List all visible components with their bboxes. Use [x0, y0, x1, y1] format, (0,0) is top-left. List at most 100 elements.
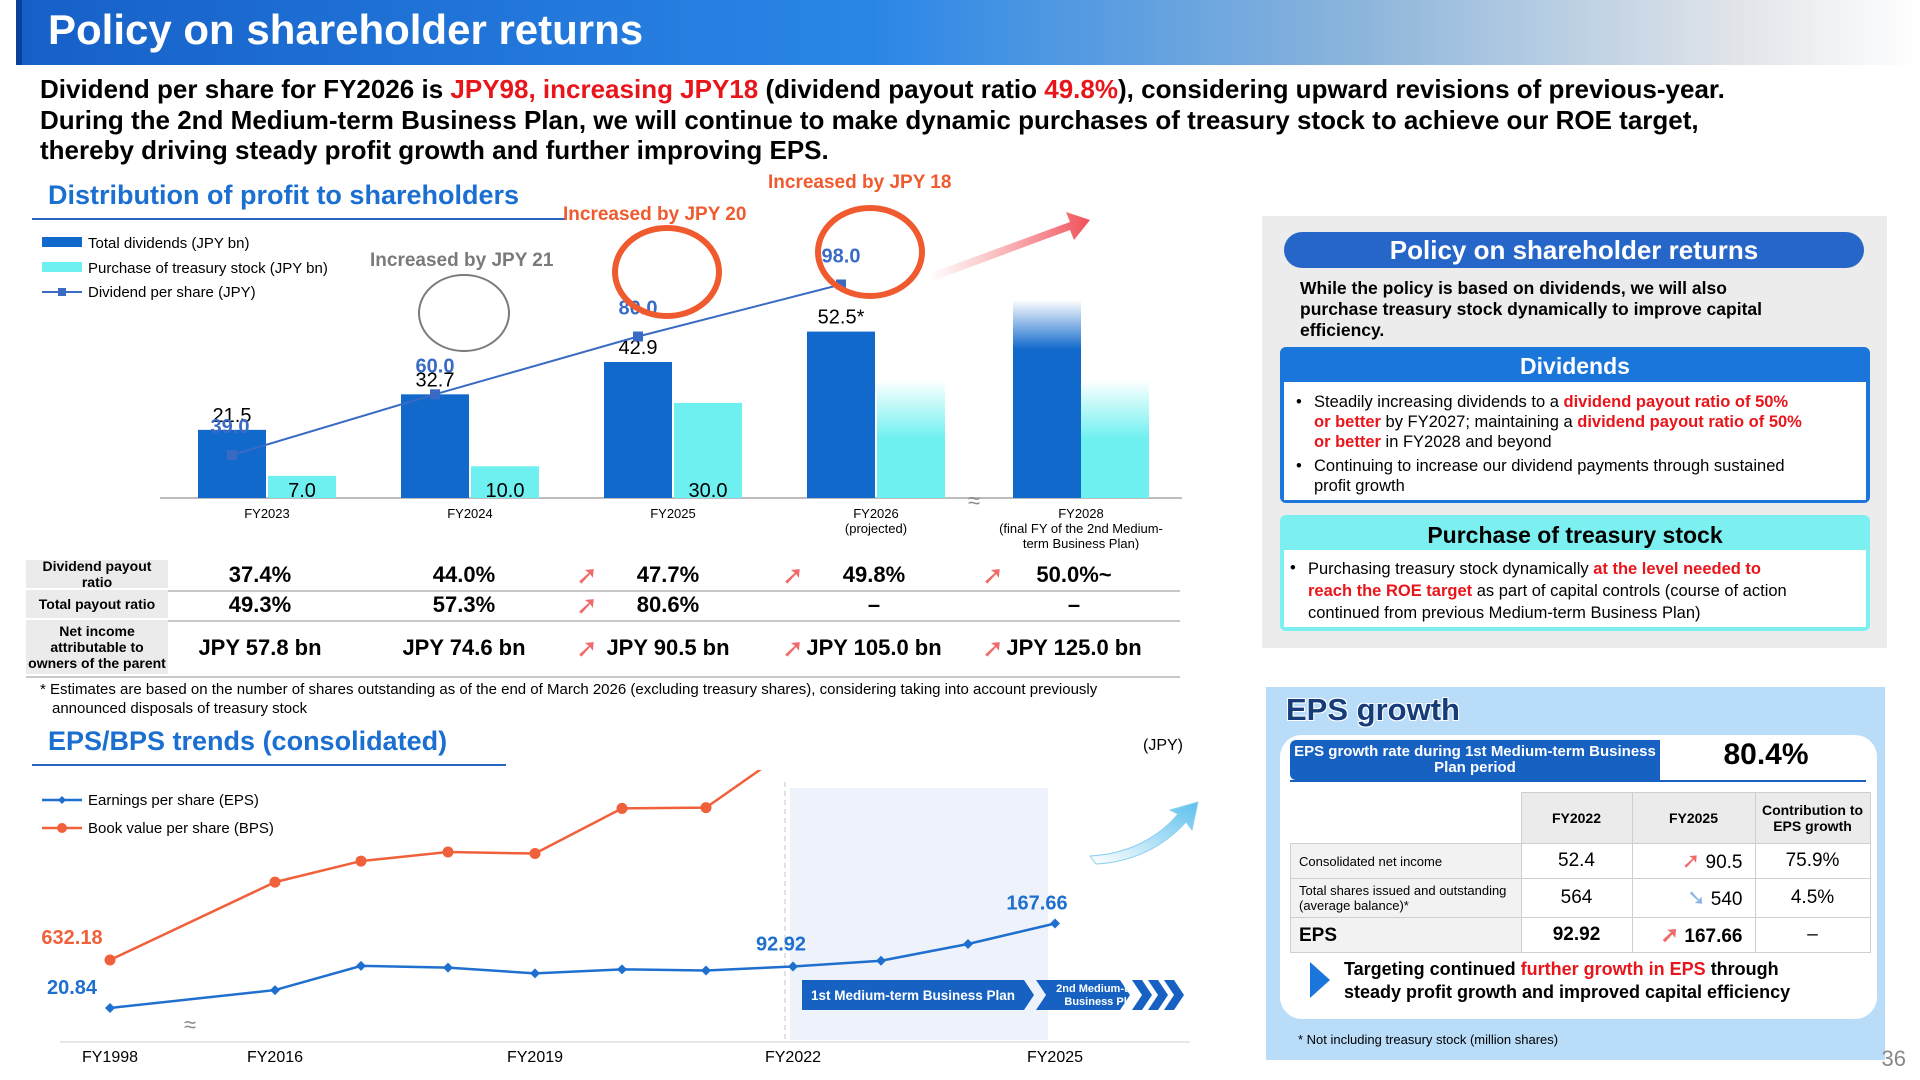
eps-point [443, 962, 453, 973]
dps-line-group: 39.060.080.098.0 [211, 245, 860, 460]
axis-break-mark: ≈ [184, 1012, 196, 1037]
eps-point [105, 1003, 115, 1013]
x-tick-label: FY2025 [650, 506, 696, 521]
eps-label: 92.92 [756, 934, 806, 956]
eps-rate-underline [1290, 780, 1866, 782]
eps-label: 20.84 [47, 977, 98, 999]
eps-bps-lines: FY1998FY2016FY2019FY2022FY2025632.182,05… [41, 770, 1083, 1066]
dividends-box-body [1284, 382, 1866, 500]
cell-value: JPY 74.6 bn [402, 635, 526, 660]
bullet-text: profit growth [1314, 477, 1405, 495]
bullet-text: in FY2028 and beyond [1380, 433, 1552, 451]
highlight-circle-fy2025 [612, 225, 722, 319]
table-row: Dividend payout ratio 37.4% 44.0% 47.7% ➚ 49.… [26, 558, 1180, 592]
bar-treasury-fy2026-target [877, 380, 945, 498]
eps-point [701, 965, 711, 976]
lead-text: Dividend per share for FY2026 is [40, 74, 451, 104]
up-arrow-icon: ➚ [782, 560, 804, 590]
bar-label-dividends: 32.7 [416, 369, 455, 391]
x-tick-label: term Business Plan) [1023, 536, 1139, 550]
treasury-box-body [1284, 550, 1866, 627]
bps-point [269, 876, 281, 888]
bar-treasury [268, 475, 336, 498]
eps-bps-unit: (JPY) [1143, 737, 1183, 754]
eps-growth-table: FY2022 FY2025 Contribution to EPS growth… [1290, 792, 1871, 953]
cell-value: 52.4 [1520, 843, 1633, 879]
dividends-box-title: Dividends [1520, 353, 1630, 379]
plan2-chevron [1132, 980, 1152, 1010]
eps-label: 167.66 [1006, 892, 1067, 914]
section-underline [32, 764, 506, 766]
bullet-text: Continuing to increase our dividend paym… [1314, 457, 1785, 475]
row-label: Consolidated net income [1290, 843, 1522, 879]
legend-swatch-treasury [42, 262, 82, 272]
bps-point [104, 954, 116, 966]
plan2-label-line1: 2nd Medium-term [1056, 983, 1148, 995]
bar-label-treasury: 30.0 [689, 480, 728, 502]
legend-label-dividends: Total dividends (JPY bn) [88, 235, 249, 252]
target-text: steady profit growth and improved capita… [1344, 982, 1791, 1002]
bps-point [442, 846, 454, 858]
dps-line [231, 283, 842, 456]
cell-value: 4.5% [1754, 878, 1871, 918]
eps-point [617, 964, 627, 975]
table-row: Total shares issued and outstanding (ave… [1290, 878, 1871, 918]
chevron-right-icon [1310, 962, 1330, 998]
target-highlight: further growth in EPS [1520, 959, 1706, 979]
col-header: Contribution to EPS growth [1754, 792, 1871, 844]
row-label: Total payout ratio [26, 590, 168, 618]
bullet-highlight: reach the ROE target [1308, 582, 1473, 600]
distribution-footnote-2: announced disposals of treasury stock [52, 700, 308, 717]
title-bar [16, 0, 1920, 65]
bar-treasury [471, 466, 539, 498]
dps-label: 39.0 [211, 416, 250, 438]
row-label: Total shares issued and outstanding (ave… [1290, 878, 1522, 918]
row-label: EPS [1290, 917, 1522, 953]
cell-value: 75.9% [1754, 843, 1871, 879]
bps-label: 632.18 [41, 927, 102, 949]
cell-value: ➚ 167.66 [1631, 917, 1756, 953]
dps-point [836, 279, 846, 290]
bps-point [355, 855, 367, 867]
up-arrow-icon: ➚ [576, 633, 598, 663]
up-arrow-icon: ➚ [982, 633, 1004, 663]
bullet-text: continued from previous Medium-term Busi… [1308, 604, 1701, 622]
eps-point [1050, 918, 1060, 929]
bps-point [529, 848, 541, 860]
up-arrow-icon: ➚ [982, 560, 1004, 590]
distribution-section-title: Distribution of profit to shareholders [48, 180, 519, 210]
bar-label-treasury: 10.0 [486, 480, 525, 502]
plan1-banner [802, 980, 1034, 1010]
x-tick-label: FY2026 [853, 506, 899, 521]
eps-growth-footnote: * Not including treasury stock (million … [1298, 1032, 1559, 1047]
bar-dividends-fy2028-target [1013, 300, 1081, 498]
policy-panel-title: Policy on shareholder returns [1284, 232, 1864, 268]
cell-value: 564 [1520, 878, 1633, 918]
cell-value: 80.6% [636, 592, 700, 617]
highlight-circle-fy2026 [815, 205, 925, 299]
distribution-footnote-1: * Estimates are based on the number of s… [40, 681, 1098, 698]
x-tick-label: FY1998 [82, 1049, 138, 1066]
eps-point [530, 968, 540, 979]
legend-marker-dps [58, 288, 66, 296]
dps-point [227, 450, 237, 460]
table-header-row: FY2022 FY2025 Contribution to EPS growth [1291, 792, 1871, 844]
eps-bps-section-title: EPS/BPS trends (consolidated) [48, 726, 448, 756]
x-tick-label: FY2022 [765, 1049, 821, 1066]
cell-value: JPY 90.5 bn [606, 635, 730, 660]
annotation-fy2026: Increased by JPY 18 [768, 172, 951, 193]
x-tick-label: FY2025 [1027, 1049, 1083, 1066]
cell-value: – [1754, 917, 1871, 953]
eps-bps-chart: ≈ Earnings per share (EPS) Book value pe… [41, 770, 1199, 1066]
table-row: Total payout ratio 49.3% 57.3% 80.6% ➚ – – [26, 590, 1180, 622]
bar-dividends [401, 394, 469, 498]
plan1-label: 1st Medium-term Business Plan [811, 988, 1015, 1003]
lead-line-2: During the 2nd Medium-term Business Plan… [40, 105, 1699, 135]
cell-value: ➘ 540 [1631, 878, 1756, 918]
legend-label-treasury: Purchase of treasury stock (JPY bn) [88, 260, 328, 277]
bullet-text: Steadily increasing dividends to a [1314, 393, 1564, 411]
treasury-bullet-marker: • [1290, 559, 1296, 577]
up-arrow-icon: ➚ [576, 560, 598, 590]
section-underline [32, 218, 566, 220]
table-corner [1291, 793, 1522, 844]
